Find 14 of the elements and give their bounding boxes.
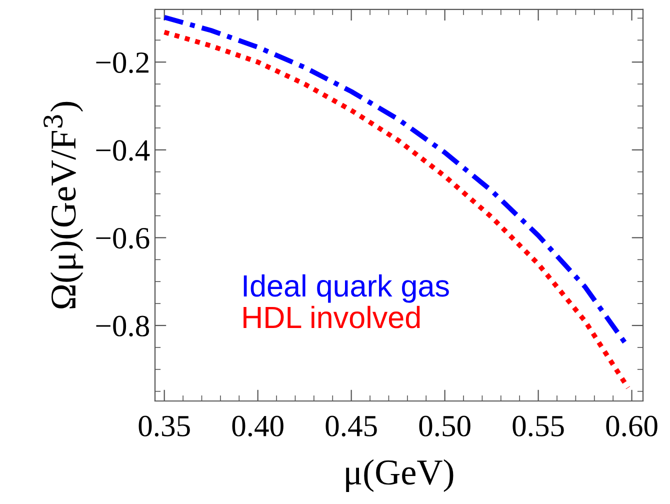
x-tick-label: 0.50 (419, 416, 470, 437)
x-tick-label: 0.40 (232, 416, 284, 437)
x-tick-label: 0.35 (138, 416, 190, 437)
y-axis-title: Ω(μ)(GeV/F$^{3}$) (44, 102, 84, 308)
text: HDL involved (244, 306, 420, 328)
x-tick-label: 0.55 (512, 416, 564, 437)
y-tick-label: −0.2 (96, 52, 148, 74)
x-axis-title: μ(GeV) (346, 459, 454, 492)
x-tick-label: 0.60 (606, 416, 658, 437)
y-tick-label: −0.6 (96, 228, 150, 249)
text: Ideal quark gas (244, 274, 449, 303)
x-tick-label: 0.45 (326, 416, 377, 437)
y-tick-label: −0.4 (96, 140, 150, 161)
y-tick-label: −0.8 (96, 316, 149, 337)
